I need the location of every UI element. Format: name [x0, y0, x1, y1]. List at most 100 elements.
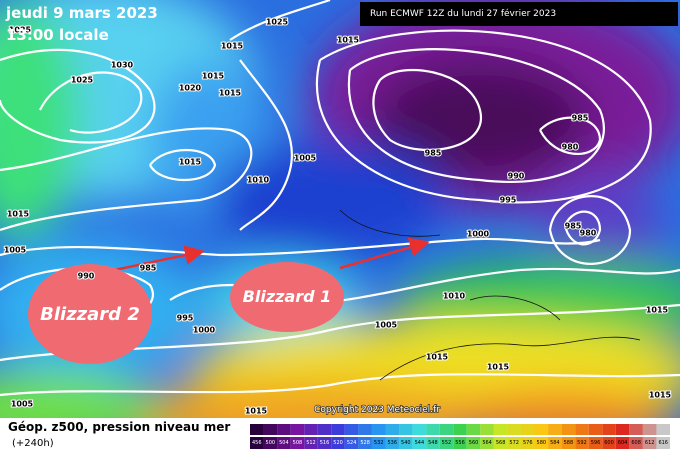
color-cell — [548, 424, 562, 435]
scale-label: 568 — [496, 440, 506, 446]
copyright: Copyright 2023 Meteociel.fr — [314, 405, 440, 415]
isobar-label: 990 — [78, 272, 95, 281]
color-cell — [371, 424, 386, 435]
scale-label: 608 — [631, 440, 641, 446]
color-cell — [344, 424, 359, 435]
color-cell — [575, 424, 589, 435]
scale-label: 604 — [618, 440, 628, 446]
isobar-label: 980 — [580, 229, 597, 238]
isobar-label: 1005 — [375, 321, 398, 330]
isobar-label: 1010 — [443, 292, 466, 301]
scale-label: 456 — [252, 440, 262, 446]
scale-label: 504 — [279, 440, 289, 446]
isobar-label: 1025 — [266, 18, 289, 27]
color-cell — [629, 437, 643, 449]
isobar-label: 1015 — [219, 89, 242, 98]
color-cell — [520, 424, 535, 435]
color-cell — [399, 424, 413, 435]
scale-label: 612 — [645, 440, 655, 446]
lead-time: (+240h) — [12, 438, 54, 449]
color-cell — [656, 424, 670, 435]
scale-label: 536 — [387, 440, 397, 446]
scale-label: 540 — [401, 440, 411, 446]
scale-label: 560 — [469, 440, 479, 446]
scale-label: 600 — [604, 440, 614, 446]
color-cell — [534, 437, 549, 449]
isobar-label: 1015 — [487, 363, 510, 372]
color-cell — [602, 437, 616, 449]
isobar-label: 1010 — [247, 176, 270, 185]
color-cell — [263, 437, 278, 449]
isobar-label: 1015 — [649, 391, 672, 400]
color-cell — [493, 437, 508, 449]
color-cell — [277, 424, 291, 435]
color-cell — [588, 437, 603, 449]
color-cell — [371, 437, 386, 449]
isobar-label: 1025 — [9, 26, 32, 35]
isobar-label: 990 — [508, 172, 525, 181]
isobar-label: 985 — [425, 149, 442, 158]
color-cell — [358, 437, 372, 449]
blizzard-zone — [230, 262, 344, 332]
isobar-label: 985 — [572, 114, 589, 123]
color-cell — [399, 437, 413, 449]
color-cell — [426, 437, 440, 449]
isobar-label: 1015 — [426, 353, 449, 362]
isobar-label: 1005 — [4, 246, 27, 255]
color-cell — [412, 437, 427, 449]
isobar-label: 1015 — [179, 158, 202, 167]
color-cell — [520, 437, 535, 449]
isobar-label: 980 — [562, 143, 579, 152]
isobar-label: 1015 — [221, 42, 244, 51]
color-cell — [466, 424, 481, 435]
color-cell — [480, 437, 494, 449]
color-cell — [453, 424, 467, 435]
scale-label: 596 — [591, 440, 601, 446]
color-cell — [290, 437, 305, 449]
date: jeudi 9 mars 2023 — [5, 4, 158, 22]
color-cell — [642, 437, 657, 449]
color-cell — [439, 437, 454, 449]
scale-label: 552 — [442, 440, 452, 446]
color-cell — [263, 424, 278, 435]
scale-label: 508 — [293, 440, 303, 446]
color-cell — [344, 437, 359, 449]
isobar-label: 995 — [500, 196, 517, 205]
color-cell — [480, 424, 494, 435]
scale-label: 572 — [509, 440, 519, 446]
color-cell — [426, 424, 440, 435]
isobar-label: 1030 — [111, 61, 134, 70]
color-cell — [277, 437, 291, 449]
isobar-label: 1000 — [467, 230, 490, 239]
scale-label: 588 — [564, 440, 574, 446]
scale-label: 528 — [360, 440, 370, 446]
isobar-label: 1020 — [179, 84, 202, 93]
scale-label: 524 — [347, 440, 357, 446]
isobar-label: 1015 — [646, 306, 669, 315]
color-cell — [629, 424, 643, 435]
scale-label: 556 — [455, 440, 465, 446]
blizzard-zone — [28, 264, 152, 364]
color-cell — [642, 424, 657, 435]
annotation: Blizzard 2 — [40, 304, 140, 325]
color-cell — [493, 424, 508, 435]
scale-label: 512 — [306, 440, 316, 446]
color-cell — [561, 437, 576, 449]
arrow — [104, 245, 205, 274]
color-cell — [507, 437, 521, 449]
legend-title: Géop. z500, pression niveau mer — [8, 420, 230, 434]
scale-label: 564 — [482, 440, 492, 446]
scale-label: 592 — [577, 440, 587, 446]
isobar-label: 1000 — [193, 326, 216, 335]
isobar-label: 1005 — [11, 400, 34, 409]
color-cell — [439, 424, 454, 435]
scale-label: 544 — [415, 440, 425, 446]
color-cell — [656, 437, 670, 449]
color-cell — [358, 424, 372, 435]
scale-label: 516 — [320, 440, 330, 446]
color-cell — [385, 437, 400, 449]
isobar-label: 995 — [177, 314, 194, 323]
color-cell — [575, 437, 589, 449]
isobar-label: 1015 — [337, 36, 360, 45]
scale-label: 584 — [550, 440, 560, 446]
